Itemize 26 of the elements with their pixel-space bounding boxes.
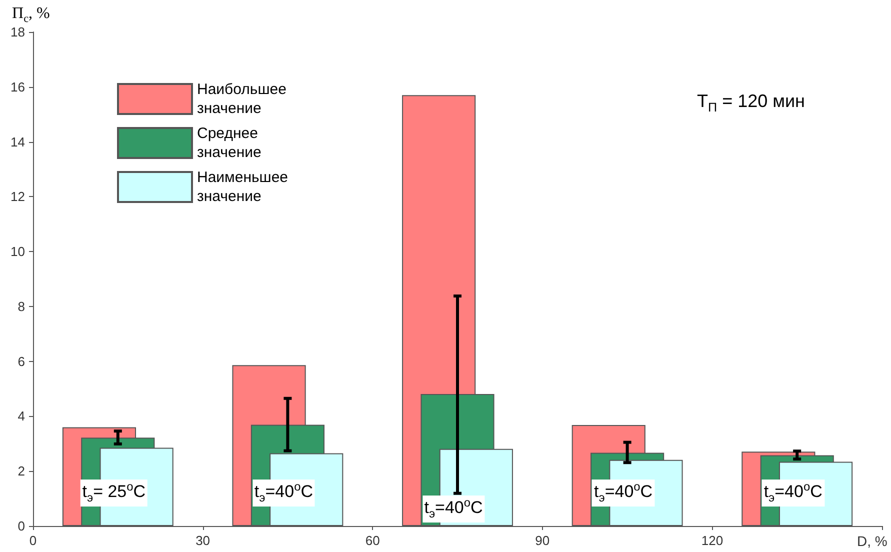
y-tick-label: 8 [18, 298, 25, 314]
legend-label: Наибольшее значение [197, 81, 286, 117]
annotation: t$_{э}$= 25$^{o}$C [80, 480, 148, 506]
annotation: t$_{э}$=40$^{o}$C [762, 480, 824, 506]
annotation: t$_{э}$=40$^{o}$C [592, 480, 655, 506]
x-axis-title: D, % [857, 533, 888, 549]
y-axis-title: П$_{с}$, % [12, 5, 50, 26]
y-tick-label: 10 [10, 244, 25, 260]
x-tick-label: 120 [701, 533, 724, 548]
annotation: t$_{э}$=40$^{o}$C [252, 480, 315, 506]
y-tick-label: 4 [18, 408, 25, 424]
y-tick-label: 16 [10, 79, 25, 94]
y-tick-label: 6 [18, 354, 25, 369]
legend-label: Среднее значение [197, 125, 262, 161]
y-tick-label: 12 [10, 189, 25, 204]
x-tick-label: 0 [29, 533, 37, 548]
x-tick-label: 30 [196, 533, 210, 548]
y-tick-label: 0 [18, 518, 25, 534]
annotation: t$_{э}$=40$^{o}$C [422, 496, 485, 522]
x-tick-label: 60 [365, 533, 380, 548]
y-tick-label: 14 [10, 134, 25, 150]
annotation: T$_{П}$ = 120 мин [697, 91, 805, 115]
y-tick-label: 18 [10, 24, 25, 40]
x-tick-label: 90 [535, 533, 550, 548]
legend-label: Наименьшее значение [197, 169, 288, 205]
y-tick-label: 2 [18, 464, 25, 479]
